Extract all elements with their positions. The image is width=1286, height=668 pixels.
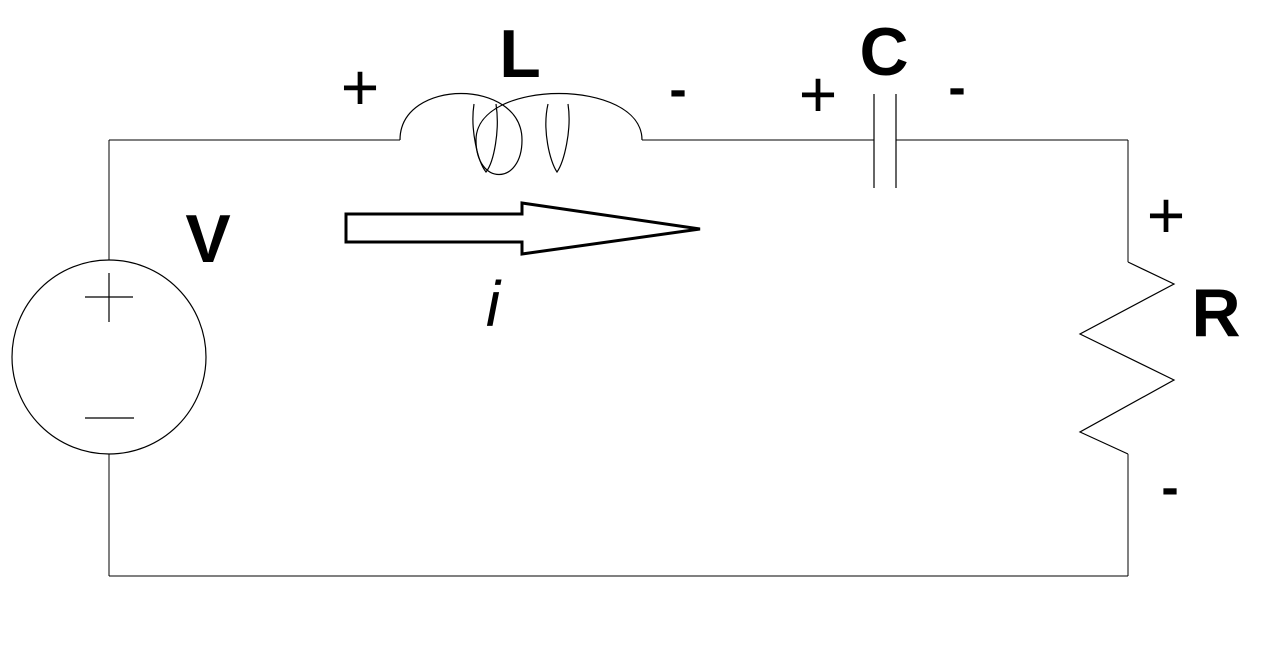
inductor-loop-left bbox=[472, 103, 498, 173]
inductor-coil bbox=[399, 92, 643, 176]
voltage-source bbox=[11, 259, 207, 455]
label-current-i: i bbox=[486, 268, 502, 340]
circuit-wires bbox=[108, 139, 1129, 577]
inductor-minus-sign: - bbox=[669, 61, 686, 119]
label-capacitor-c: C bbox=[859, 14, 908, 90]
resistor-minus-sign: - bbox=[1161, 459, 1178, 517]
current-arrow bbox=[344, 201, 701, 256]
label-inductor-l: L bbox=[499, 16, 541, 92]
label-source-v: V bbox=[185, 201, 230, 277]
capacitor bbox=[873, 94, 897, 188]
resistor-zigzag bbox=[1078, 261, 1176, 455]
capacitor-plus-sign: + bbox=[799, 57, 838, 131]
voltage-source-circle bbox=[11, 259, 207, 455]
label-resistor-r: R bbox=[1191, 275, 1240, 351]
inductor-loop-right bbox=[545, 103, 570, 174]
inductor-plus-sign: + bbox=[341, 50, 380, 124]
capacitor-minus-sign: - bbox=[948, 59, 965, 117]
inductor bbox=[399, 92, 643, 176]
resistor-plus-sign: + bbox=[1147, 178, 1186, 252]
